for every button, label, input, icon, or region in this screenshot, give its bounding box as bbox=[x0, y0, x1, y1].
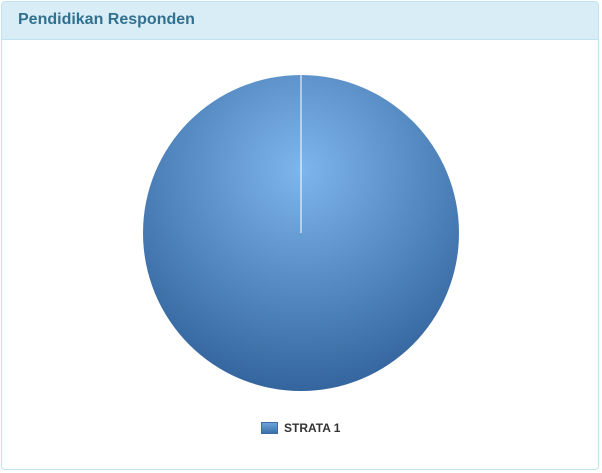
legend-label: STRATA 1 bbox=[284, 421, 341, 435]
legend-item[interactable]: STRATA 1 bbox=[261, 421, 340, 435]
panel-title: Pendidikan Responden bbox=[18, 11, 195, 28]
panel-header: Pendidikan Responden bbox=[2, 2, 598, 40]
legend-swatch bbox=[261, 422, 278, 434]
